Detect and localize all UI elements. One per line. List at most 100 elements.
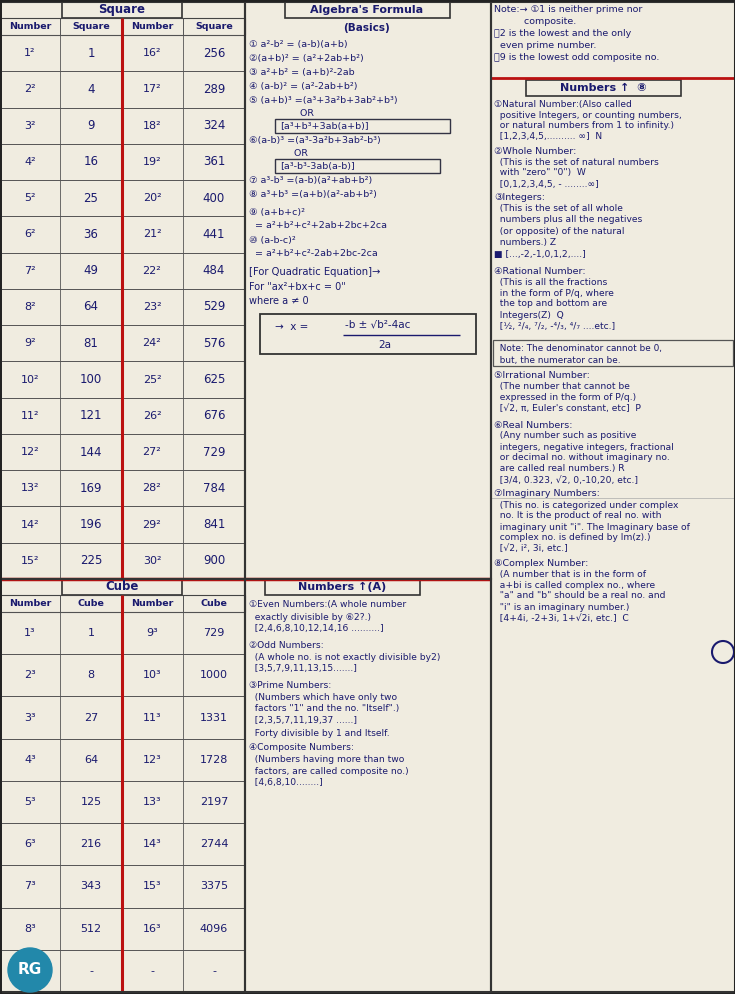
Bar bbox=[62, 579, 182, 595]
Text: 729: 729 bbox=[203, 445, 225, 458]
Bar bbox=[0, 543, 245, 579]
Text: Cube: Cube bbox=[201, 599, 227, 608]
Text: 121: 121 bbox=[80, 410, 102, 422]
Text: Integers(Z)  Q: Integers(Z) Q bbox=[494, 310, 564, 319]
Text: -: - bbox=[28, 966, 32, 976]
Bar bbox=[245, 2, 491, 579]
Text: ⑥(a-b)³ =(a³-3a²b+3ab²-b³): ⑥(a-b)³ =(a³-3a²b+3ab²-b³) bbox=[249, 136, 381, 145]
Text: positive Integers, or counting numbers,: positive Integers, or counting numbers, bbox=[494, 110, 682, 119]
Text: [2,4,6,8,10,12,14,16 ..........]: [2,4,6,8,10,12,14,16 ..........] bbox=[249, 624, 384, 633]
Text: Note:→ ①1 is neither prime nor: Note:→ ①1 is neither prime nor bbox=[494, 6, 642, 15]
Text: the top and bottom are: the top and bottom are bbox=[494, 299, 607, 308]
Text: or natural numbers from 1 to infinity.): or natural numbers from 1 to infinity.) bbox=[494, 121, 674, 130]
Text: 196: 196 bbox=[80, 518, 102, 531]
Text: ③Integers:: ③Integers: bbox=[494, 194, 545, 203]
Text: 21²: 21² bbox=[143, 230, 161, 240]
Text: [a³-b³-3ab(a-b)]: [a³-b³-3ab(a-b)] bbox=[280, 161, 355, 171]
Text: Cube: Cube bbox=[105, 580, 139, 593]
Text: 343: 343 bbox=[80, 882, 101, 892]
Text: ⑩ (a-b-c)²: ⑩ (a-b-c)² bbox=[249, 237, 295, 246]
Text: Square: Square bbox=[72, 22, 110, 31]
Text: [0,1,2,3,4,5, - ........∞]: [0,1,2,3,4,5, - ........∞] bbox=[494, 180, 599, 189]
Text: 4³: 4³ bbox=[24, 754, 36, 764]
Bar bbox=[62, 2, 182, 18]
Text: 8³: 8³ bbox=[24, 923, 36, 933]
Text: 18²: 18² bbox=[143, 120, 161, 130]
Text: 784: 784 bbox=[203, 482, 225, 495]
Text: (This is the set of all whole: (This is the set of all whole bbox=[494, 205, 623, 214]
Bar bbox=[0, 180, 245, 217]
Text: "i" is an imaginary number.): "i" is an imaginary number.) bbox=[494, 602, 629, 611]
Text: 2²: 2² bbox=[24, 84, 36, 94]
Text: 24²: 24² bbox=[143, 338, 162, 348]
Text: 16: 16 bbox=[84, 155, 98, 168]
Text: 1: 1 bbox=[87, 47, 95, 60]
Text: 324: 324 bbox=[203, 119, 225, 132]
Text: Square: Square bbox=[98, 4, 146, 17]
Text: factors, are called composite no.): factors, are called composite no.) bbox=[249, 766, 409, 775]
Text: 26²: 26² bbox=[143, 411, 161, 420]
Text: 15³: 15³ bbox=[143, 882, 161, 892]
Text: 25: 25 bbox=[84, 192, 98, 205]
Text: no. It is the product of real no. with: no. It is the product of real no. with bbox=[494, 512, 662, 521]
Text: (The number that cannot be: (The number that cannot be bbox=[494, 383, 630, 392]
Text: 12²: 12² bbox=[21, 447, 39, 457]
Text: →  x =: → x = bbox=[275, 322, 312, 332]
Text: Square: Square bbox=[195, 22, 233, 31]
Bar bbox=[493, 340, 733, 366]
Text: ⑦Imaginary Numbers:: ⑦Imaginary Numbers: bbox=[494, 489, 600, 499]
Text: [3/4, 0.323, √2, 0,-10,20, etc.]: [3/4, 0.323, √2, 0,-10,20, etc.] bbox=[494, 475, 638, 484]
Bar bbox=[0, 144, 245, 180]
Text: -: - bbox=[89, 966, 93, 976]
Text: -b ± √b²-4ac: -b ± √b²-4ac bbox=[345, 319, 410, 329]
Text: ②Whole Number:: ②Whole Number: bbox=[494, 146, 576, 155]
Text: 11²: 11² bbox=[21, 411, 39, 420]
Text: 1000: 1000 bbox=[200, 670, 228, 680]
Text: Numbers ↑  ⑧: Numbers ↑ ⑧ bbox=[560, 83, 646, 93]
Bar bbox=[0, 739, 245, 781]
Text: 900: 900 bbox=[203, 555, 225, 568]
Text: ④Rational Number:: ④Rational Number: bbox=[494, 266, 586, 275]
Text: 20²: 20² bbox=[143, 193, 161, 203]
Text: ③Prime Numbers:: ③Prime Numbers: bbox=[249, 681, 331, 690]
Text: 361: 361 bbox=[203, 155, 225, 168]
Text: [√2, i², 3i, etc.]: [√2, i², 3i, etc.] bbox=[494, 545, 567, 554]
Bar bbox=[0, 2, 245, 579]
Bar bbox=[491, 2, 735, 992]
Text: (This no. is categorized under complex: (This no. is categorized under complex bbox=[494, 501, 678, 510]
Text: (A whole no. is not exactly divisible by2): (A whole no. is not exactly divisible by… bbox=[249, 652, 440, 661]
Text: Number: Number bbox=[131, 599, 173, 608]
Text: 10³: 10³ bbox=[143, 670, 161, 680]
Text: 144: 144 bbox=[80, 445, 102, 458]
Text: 27²: 27² bbox=[143, 447, 162, 457]
Text: [3,5,7,9,11,13,15.......]: [3,5,7,9,11,13,15.......] bbox=[249, 665, 357, 674]
Text: (This is the set of natural numbers: (This is the set of natural numbers bbox=[494, 157, 659, 167]
Text: OR: OR bbox=[249, 149, 308, 158]
Circle shape bbox=[8, 948, 52, 992]
Text: ②Odd Numbers:: ②Odd Numbers: bbox=[249, 640, 323, 649]
Text: Cube: Cube bbox=[78, 599, 104, 608]
Text: ③ a²+b² = (a+b)²-2ab: ③ a²+b² = (a+b)²-2ab bbox=[249, 69, 354, 78]
Text: (Numbers having more than two: (Numbers having more than two bbox=[249, 754, 404, 763]
Text: [√2, π, Euler's constant, etc]  P: [√2, π, Euler's constant, etc] P bbox=[494, 405, 641, 414]
Text: with "zero" "0")  W: with "zero" "0") W bbox=[494, 169, 586, 178]
Text: are called real numbers.) R: are called real numbers.) R bbox=[494, 464, 625, 473]
Text: [½, ²/₄, ⁷/₂, -⁴/₃, ⁴/₇ ....etc.]: [½, ²/₄, ⁷/₂, -⁴/₃, ⁴/₇ ....etc.] bbox=[494, 322, 615, 332]
Text: 29²: 29² bbox=[143, 520, 162, 530]
Text: 7²: 7² bbox=[24, 265, 36, 275]
Bar bbox=[0, 434, 245, 470]
Bar bbox=[0, 72, 245, 107]
Text: 2197: 2197 bbox=[200, 797, 228, 807]
Text: 13³: 13³ bbox=[143, 797, 161, 807]
Text: 8: 8 bbox=[87, 670, 95, 680]
Text: a+bi is called complex no., where: a+bi is called complex no., where bbox=[494, 580, 655, 589]
Bar bbox=[245, 579, 491, 992]
Text: (Basics): (Basics) bbox=[344, 23, 390, 33]
Text: ⓑ2 is the lowest and the only: ⓑ2 is the lowest and the only bbox=[494, 30, 631, 39]
Text: 3²: 3² bbox=[24, 120, 36, 130]
Text: -: - bbox=[212, 966, 216, 976]
Text: 64: 64 bbox=[84, 754, 98, 764]
Text: [4+4i, -2+3i, 1+√2i, etc.]  C: [4+4i, -2+3i, 1+√2i, etc.] C bbox=[494, 613, 628, 622]
Bar bbox=[0, 217, 245, 252]
Text: 2a: 2a bbox=[379, 340, 392, 350]
